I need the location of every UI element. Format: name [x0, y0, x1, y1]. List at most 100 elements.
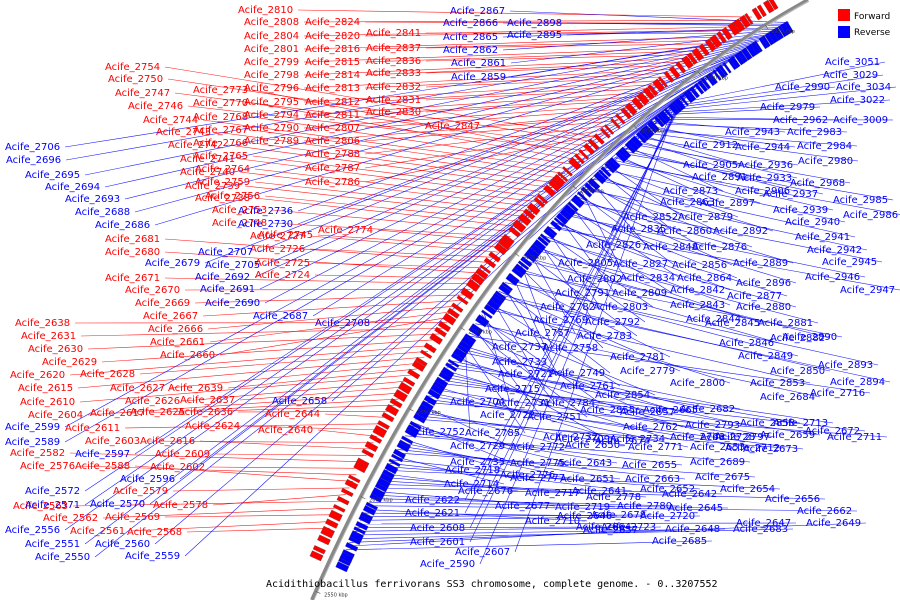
gene-label: Acife_2615	[18, 383, 73, 394]
forward-gene-feature	[562, 166, 573, 177]
gene-label: Acife_2741	[180, 154, 235, 165]
label-connector	[460, 344, 681, 413]
forward-gene-feature	[312, 545, 326, 555]
reverse-gene-feature	[388, 458, 401, 467]
forward-gene-feature	[317, 534, 331, 546]
reverse-gene-feature	[532, 239, 547, 252]
label-connector	[576, 196, 733, 266]
label-connector	[264, 60, 731, 304]
gene-label: Acife_2665	[643, 405, 698, 416]
forward-gene-feature	[451, 302, 464, 313]
forward-gene-feature	[657, 76, 668, 88]
label-connector	[374, 491, 556, 507]
label-connector	[87, 392, 403, 416]
label-connector	[303, 68, 679, 89]
forward-gene-feature	[727, 22, 740, 36]
label-connector	[544, 232, 654, 308]
forward-gene-feature	[533, 196, 546, 208]
forward-gene-feature	[429, 332, 443, 345]
label-connector	[424, 402, 888, 438]
reverse-gene-feature	[440, 366, 455, 379]
gene-label: Acife_2715	[485, 384, 540, 395]
label-connector	[410, 425, 571, 464]
gene-label: Acife_2621	[405, 508, 460, 519]
forward-gene-feature	[756, 4, 767, 18]
label-connector	[303, 57, 694, 76]
kbp-tick-label: 2900 kbp	[704, 75, 728, 81]
gene-label: Acife_2986	[843, 210, 898, 221]
label-connector	[209, 466, 360, 469]
forward-gene-feature	[768, 0, 779, 11]
reverse-gene-feature	[423, 394, 438, 406]
reverse-gene-feature	[593, 171, 607, 185]
reverse-gene-feature	[362, 505, 377, 516]
gene-label: Acife_2694	[45, 182, 100, 193]
label-connector	[252, 89, 583, 156]
label-connector	[254, 181, 532, 213]
label-connector	[134, 44, 754, 213]
label-connector	[412, 422, 511, 463]
gene-label: Acife_2748	[212, 218, 267, 229]
gene-label: Acife_2675	[695, 472, 750, 483]
forward-gene-feature	[557, 171, 569, 182]
label-connector	[450, 360, 746, 426]
label-connector	[252, 129, 566, 174]
label-connector	[164, 66, 601, 139]
label-connector	[406, 432, 683, 466]
gene-label: Acife_2906	[735, 186, 790, 197]
label-connector	[643, 129, 858, 147]
reverse-gene-feature	[349, 530, 364, 542]
reverse-gene-feature	[567, 201, 579, 213]
gene-label: Acife_2652	[640, 484, 695, 495]
gene-label: Acife_2845	[705, 318, 760, 329]
gene-label: Acife_2570	[90, 499, 145, 510]
label-connector-lines	[64, 9, 900, 565]
forward-gene-feature	[663, 70, 675, 83]
label-connector	[481, 314, 556, 404]
reverse-gene-feature	[693, 82, 705, 95]
gene-label: Acife_2735	[450, 457, 505, 468]
gene-label: Acife_2734	[610, 434, 665, 445]
reverse-gene-feature	[620, 146, 632, 158]
label-connector	[549, 227, 900, 291]
gene-label: Acife_2893	[818, 360, 873, 371]
gene-label: Acife_2720	[640, 511, 695, 522]
forward-gene-feature	[686, 52, 698, 65]
chromosome-backbone-arc	[310, 0, 809, 600]
kbp-tick	[572, 185, 577, 190]
reverse-gene-feature	[476, 314, 490, 325]
gene-label: Acife_2711	[827, 432, 882, 443]
gene-label: Acife_3009	[833, 115, 888, 126]
gene-label: Acife_2866	[443, 18, 498, 29]
gene-label: Acife_2622	[405, 495, 460, 506]
gene-label: Acife_2657	[583, 525, 638, 536]
gene-label: Acife_2889	[733, 258, 788, 269]
label-connector	[522, 259, 831, 339]
forward-gene-feature	[488, 251, 501, 263]
gene-label: Acife_2816	[305, 44, 360, 55]
gene-label: Acife_2809	[612, 288, 667, 299]
gene-label: Acife_2683	[733, 524, 788, 535]
forward-gene-feature	[423, 342, 437, 354]
gene-label: Acife_2864	[677, 273, 732, 284]
gene-label: Acife_2777	[510, 473, 565, 484]
gene-label: Acife_2892	[713, 226, 768, 237]
gene-label: Acife_2644	[265, 409, 320, 420]
label-connector	[514, 99, 679, 553]
reverse-gene-feature	[406, 424, 420, 436]
gene-label: Acife_2695	[25, 170, 80, 181]
gene-label: Acife_2781	[610, 352, 665, 363]
reverse-gene-feature	[550, 220, 563, 232]
forward-gene-feature	[610, 117, 621, 129]
gene-label: Acife_3029	[823, 70, 878, 81]
label-connector	[244, 425, 381, 431]
label-connector	[420, 408, 571, 448]
reverse-gene-feature	[576, 191, 588, 202]
gene-label: Acife_3034	[836, 82, 891, 93]
gene-label: Acife_2681	[105, 234, 160, 245]
gene-label: Acife_2747	[115, 88, 170, 99]
label-connector	[440, 376, 776, 438]
gene-label: Acife_2611	[65, 423, 120, 434]
label-connector	[297, 47, 749, 212]
label-connector	[369, 501, 729, 509]
